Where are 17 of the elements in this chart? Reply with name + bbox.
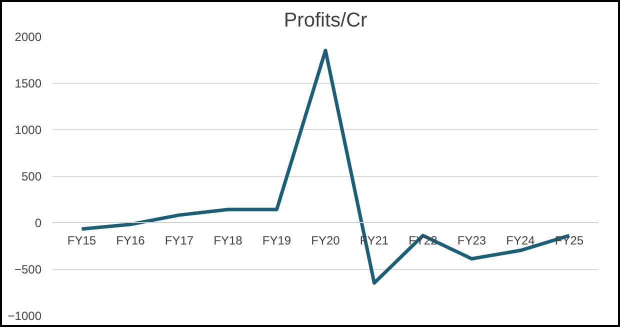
x-tick-label: FY25 bbox=[554, 234, 584, 248]
x-tick-label: FY16 bbox=[116, 234, 146, 248]
x-tick-label: FY17 bbox=[164, 234, 194, 248]
x-tick-label: FY24 bbox=[506, 234, 536, 248]
y-tick-label: 1000 bbox=[14, 123, 42, 137]
x-tick-label: FY15 bbox=[67, 234, 96, 248]
chart-title: Profits/Cr bbox=[284, 10, 368, 32]
x-tick-label: FY23 bbox=[457, 234, 486, 248]
x-tick-label: FY20 bbox=[311, 234, 340, 248]
y-tick-label: −500 bbox=[14, 262, 42, 276]
y-tick-label: 0 bbox=[34, 216, 42, 230]
y-tick-label: −1000 bbox=[8, 309, 42, 323]
x-tick-label: FY18 bbox=[214, 234, 243, 248]
y-tick-label: 1500 bbox=[14, 76, 42, 90]
x-tick-label: FY19 bbox=[262, 234, 292, 248]
y-tick-label: 2000 bbox=[14, 30, 42, 44]
y-tick-label: 500 bbox=[21, 170, 42, 184]
